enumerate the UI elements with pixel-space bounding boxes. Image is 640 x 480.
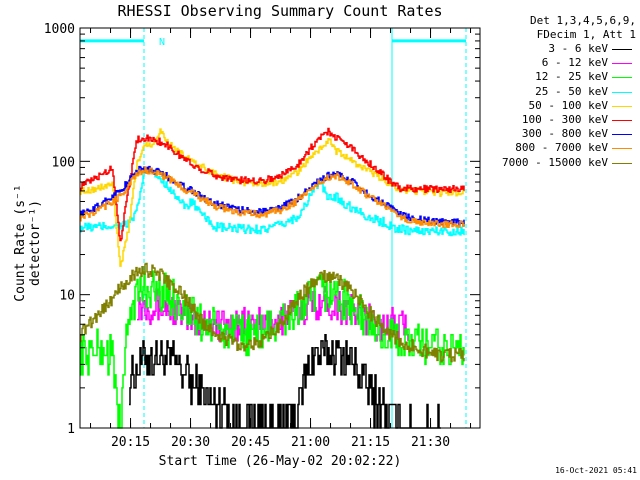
timestamp: 16-Oct-2021 05:41 [555, 466, 637, 475]
legend-item: 50 - 100 keV [486, 99, 636, 113]
legend-label: 25 - 50 keV [535, 84, 608, 98]
legend-swatch [612, 77, 632, 79]
legend-swatch [612, 162, 632, 164]
legend-item: 12 - 25 keV [486, 70, 636, 84]
x-tick-label: 21:00 [291, 435, 330, 450]
legend-item: 300 - 800 keV [486, 127, 636, 141]
y-tick-label: 10 [59, 289, 75, 304]
legend-swatch [612, 91, 632, 93]
legend-item: 100 - 300 keV [486, 113, 636, 127]
flag-marker-label: N [159, 37, 165, 48]
legend-swatch [612, 63, 632, 65]
legend-item: 6 - 12 keV [486, 56, 636, 70]
legend-label: 12 - 25 keV [535, 70, 608, 84]
series-line-0 [129, 334, 441, 429]
legend-label: 800 - 7000 keV [515, 141, 608, 155]
legend-label: 3 - 6 keV [548, 42, 608, 55]
y-tick-label: 1000 [44, 22, 75, 37]
chart-title: RHESSI Observing Summary Count Rates [117, 2, 443, 20]
legend-label: 50 - 100 keV [528, 98, 608, 112]
legend-item: 3 - 6 keV [486, 42, 636, 56]
legend-label: 300 - 800 keV [521, 127, 608, 141]
legend-swatch [612, 105, 632, 107]
legend-item: 25 - 50 keV [486, 85, 636, 99]
x-axis-label: Start Time (26-May-02 20:02:22) [158, 454, 402, 469]
series-line-5 [80, 127, 465, 242]
legend-label: 100 - 300 keV [521, 113, 608, 126]
x-tick-label: 20:15 [111, 435, 150, 450]
legend-swatch [612, 120, 632, 121]
legend-item: 800 - 7000 keV [486, 141, 636, 155]
series-line-2 [80, 270, 465, 429]
x-axis: 20:15 20:30 20:45 21:00 21:15 21:30 [90, 28, 472, 450]
legend-swatch [612, 148, 632, 150]
x-tick-label: 21:30 [411, 435, 450, 450]
series-line-7 [80, 166, 465, 229]
y-axis-label: Count Rate (s⁻¹ detector⁻¹) [13, 184, 43, 302]
y-tick-label: 100 [52, 155, 75, 170]
legend-item: 7000 - 15000 keV [486, 156, 636, 170]
x-tick-label: 21:15 [351, 435, 390, 450]
y-tick-label: 1 [67, 422, 75, 437]
legend-swatch [612, 134, 632, 136]
legend-swatch [612, 49, 632, 50]
legend-label: 7000 - 15000 keV [502, 155, 608, 169]
x-tick-label: 20:30 [171, 435, 210, 450]
y-axis: 1 10 100 1000 [44, 22, 480, 437]
x-tick-label: 20:45 [231, 435, 270, 450]
series-line-4 [80, 128, 465, 267]
series-layer [80, 127, 465, 429]
series-line-8 [80, 262, 465, 363]
plot-frame [79, 27, 481, 429]
legend-header-detectors: Det 1,3,4,5,6,9, [530, 14, 636, 27]
legend-label: 6 - 12 keV [541, 56, 608, 70]
legend-header-decimation: FDecim 1, Att 1 [536, 28, 636, 41]
